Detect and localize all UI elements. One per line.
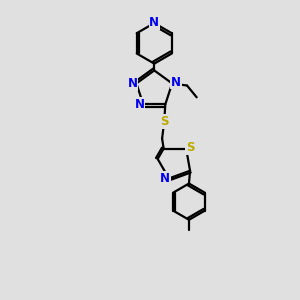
Text: N: N [171,76,181,89]
Text: S: S [160,115,169,128]
Text: N: N [128,77,138,90]
Text: N: N [160,172,170,185]
Text: N: N [134,98,144,111]
Text: N: N [149,16,159,29]
Text: S: S [186,141,194,154]
